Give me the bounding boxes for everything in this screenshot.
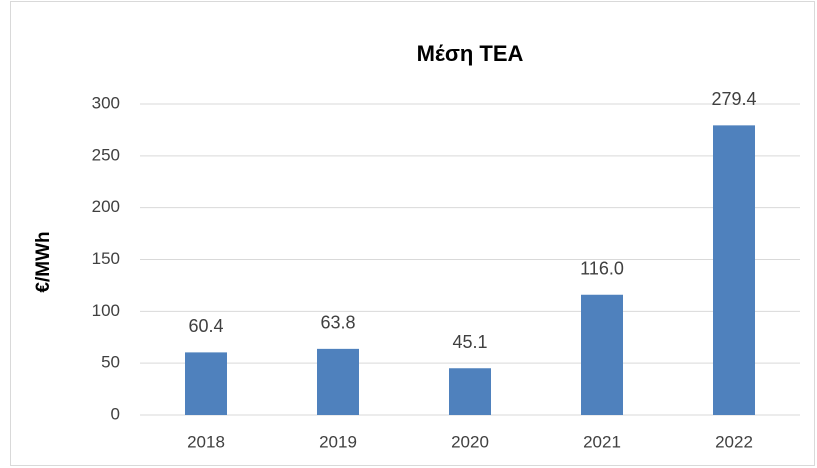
y-tick-label: 150	[92, 249, 120, 268]
bar	[581, 294, 623, 415]
chart-title: Μέση ΤΕΑ	[417, 41, 524, 66]
x-tick-label: 2019	[319, 432, 357, 451]
y-tick-label: 0	[111, 404, 120, 423]
x-tick-label: 2022	[715, 432, 753, 451]
chart-border	[10, 1, 815, 466]
y-tick-label: 300	[92, 93, 120, 112]
y-tick-label: 100	[92, 301, 120, 320]
y-tick-label: 250	[92, 145, 120, 164]
data-label: 279.4	[711, 89, 756, 109]
data-label: 116.0	[580, 258, 624, 278]
bar	[713, 125, 755, 415]
y-tick-label: 50	[101, 353, 120, 372]
data-label: 60.4	[188, 316, 223, 336]
bar	[185, 352, 227, 415]
bar	[449, 368, 491, 415]
y-tick-label: 200	[92, 197, 120, 216]
data-label: 63.8	[320, 313, 355, 333]
data-label: 45.1	[452, 332, 487, 352]
bar	[317, 348, 359, 415]
x-tick-label: 2020	[451, 432, 489, 451]
x-tick-label: 2021	[583, 432, 621, 451]
y-axis-label: €/MWh	[33, 231, 54, 292]
x-tick-label: 2018	[187, 432, 225, 451]
